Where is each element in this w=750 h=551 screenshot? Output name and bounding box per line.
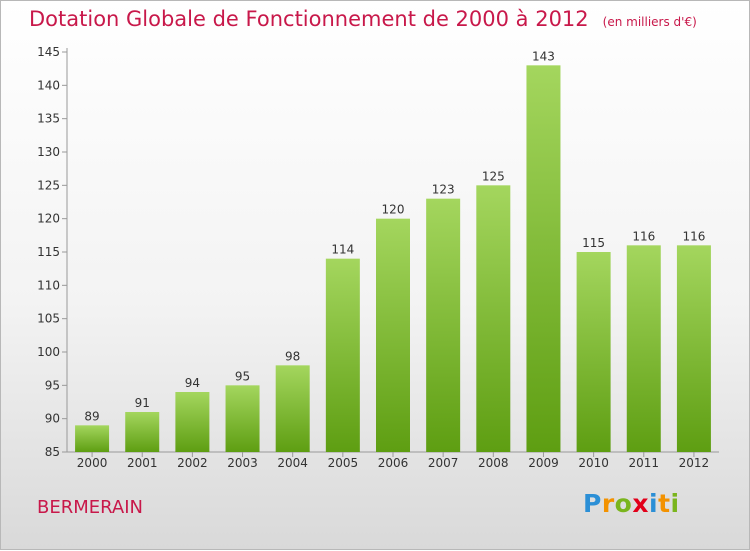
logo-letter: i [649,489,659,518]
data-label-2007: 123 [432,183,455,197]
y-tick-label: 105 [37,312,60,326]
chart-axes: 85 90 95 100 105 110 115 120 125 130 135 140 145 2000… [37,45,719,470]
data-label-2000: 89 [84,409,99,423]
y-tick-label: 115 [37,245,60,259]
data-label-2012: 116 [682,229,705,243]
logo-letter: P [583,489,602,518]
x-tick-label-2003: 2003 [227,456,258,470]
data-label-2002: 94 [185,376,200,390]
proxiti-logo: Proxiti [583,489,680,518]
logo-letter: o [614,489,633,518]
y-tick-label: 130 [37,145,60,159]
bar-2004 [275,365,310,452]
x-tick-label-2011: 2011 [628,456,659,470]
bar-2008 [476,185,511,453]
chart-subtitle: (en milliers d'€) [602,15,697,29]
x-tick-label-2001: 2001 [127,456,158,470]
y-tick-label: 95 [45,378,60,392]
chart-bars: 89 91 94 95 98 114 120 123 125 143 115 116 116 [75,49,711,453]
data-label-2008: 125 [482,169,505,183]
bar-2011 [626,245,661,452]
y-tick-label: 110 [37,278,60,292]
data-label-2006: 120 [382,203,405,217]
bar-2007 [426,198,461,452]
logo-letter: x [632,489,649,518]
data-label-2009: 143 [532,49,555,63]
bar-2010 [576,252,611,452]
x-tick-label-2004: 2004 [277,456,308,470]
data-label-2011: 116 [632,229,655,243]
x-tick-label-2006: 2006 [378,456,409,470]
x-tick-label-2008: 2008 [478,456,509,470]
bar-2002 [175,392,210,452]
x-tick-label-2002: 2002 [177,456,208,470]
y-tick-label: 90 [45,412,60,426]
logo-letter: t [658,489,671,518]
chart-title-text: Dotation Globale de Fonctionnement de 20… [29,7,589,31]
chart-title: Dotation Globale de Fonctionnement de 20… [29,7,697,31]
bar-2003 [225,385,260,452]
data-label-2004: 98 [285,349,300,363]
bar-2000 [75,425,110,452]
y-tick-label: 145 [37,45,60,59]
bar-2006 [376,218,410,452]
bar-2009 [526,65,561,452]
bar-2005 [325,258,360,452]
y-tick-label: 125 [37,178,60,192]
bar-2001 [125,412,160,452]
data-label-2005: 114 [331,243,354,257]
y-tick-label: 100 [37,345,60,359]
logo-letter: r [601,489,615,518]
data-label-2010: 115 [582,236,605,250]
y-tick-label: 120 [37,212,60,226]
y-tick-label: 135 [37,112,60,126]
commune-name: BERMERAIN [37,497,143,518]
data-label-2001: 91 [135,396,150,410]
logo-letter: i [670,489,680,518]
x-tick-label-2009: 2009 [528,456,559,470]
data-label-2003: 95 [235,369,250,383]
x-tick-label-2005: 2005 [328,456,359,470]
x-tick-label-2010: 2010 [578,456,609,470]
bar-2012 [676,245,711,452]
x-tick-label-2000: 2000 [77,456,108,470]
x-tick-label-2007: 2007 [428,456,459,470]
y-tick-label: 140 [37,78,60,92]
y-tick-label: 85 [45,445,60,459]
x-tick-label-2012: 2012 [679,456,710,470]
